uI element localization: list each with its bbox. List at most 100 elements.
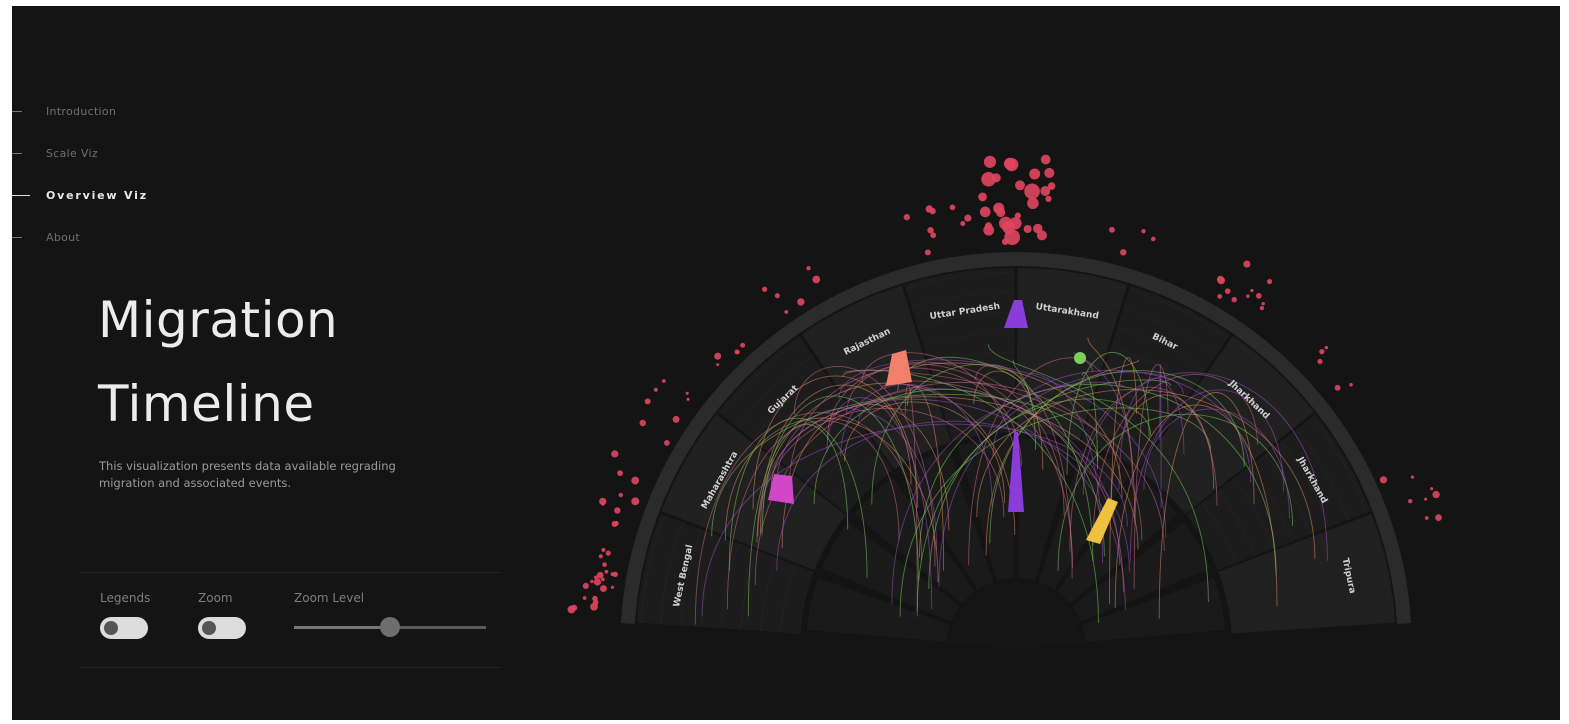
event-marker bbox=[611, 450, 619, 458]
page-description: This visualization presents data availab… bbox=[99, 459, 396, 490]
event-marker bbox=[1430, 487, 1434, 491]
sector-grid-line bbox=[1207, 371, 1280, 440]
side-nav: Introduction Scale Viz Overview Viz Abou… bbox=[12, 90, 148, 258]
migration-flow bbox=[728, 417, 868, 578]
sector-grid-line bbox=[700, 536, 721, 627]
event-marker bbox=[631, 497, 640, 506]
event-marker bbox=[1024, 183, 1040, 200]
region-inner-sector bbox=[1038, 449, 1131, 590]
event-marker bbox=[925, 205, 933, 213]
app-frame: Introduction Scale Viz Overview Viz Abou… bbox=[12, 6, 1560, 720]
sector-grid-line bbox=[1217, 490, 1256, 556]
event-marker bbox=[1009, 217, 1022, 230]
event-marker bbox=[1231, 296, 1237, 303]
sector-grid-line bbox=[720, 543, 740, 629]
event-marker bbox=[1001, 238, 1009, 245]
sector-grid-line bbox=[1123, 308, 1217, 355]
nav-item-label: Scale Viz bbox=[46, 146, 98, 160]
migration-flow bbox=[760, 384, 912, 533]
nav-item-introduction[interactable]: Introduction bbox=[12, 90, 148, 132]
nav-item-scale-viz[interactable]: Scale Viz bbox=[12, 132, 148, 174]
event-marker bbox=[1319, 348, 1325, 355]
event-marker bbox=[1040, 154, 1051, 165]
sector-grid-line bbox=[1017, 271, 1127, 289]
event-marker bbox=[631, 476, 640, 485]
migration-flow bbox=[861, 352, 1019, 493]
migration-radial-visualization[interactable]: West BengalMaharashtraGujaratRajasthanUt… bbox=[12, 6, 1560, 720]
migration-flow bbox=[975, 364, 1073, 579]
sector-grid-line bbox=[1296, 428, 1349, 520]
nav-tick bbox=[12, 236, 22, 238]
sector-grid-line bbox=[683, 428, 736, 520]
sector-grid-line bbox=[837, 346, 922, 388]
event-marker bbox=[1255, 293, 1262, 299]
region-sector bbox=[1218, 513, 1396, 634]
sector-grid-line bbox=[1255, 557, 1272, 631]
event-marker bbox=[903, 214, 910, 221]
migration-flow bbox=[747, 423, 849, 617]
sector-grid-line bbox=[680, 529, 702, 626]
sector-grid-line bbox=[1348, 522, 1372, 625]
sector-grid-line bbox=[815, 437, 871, 490]
migration-flow bbox=[843, 370, 1165, 551]
event-marker bbox=[1040, 186, 1051, 196]
event-marker bbox=[1259, 306, 1265, 311]
event-marker bbox=[1014, 212, 1021, 219]
inner-hub bbox=[950, 582, 1082, 648]
event-marker bbox=[984, 222, 993, 230]
nav-item-overview-viz[interactable]: Overview Viz bbox=[12, 174, 148, 216]
sector-grid-line bbox=[1173, 421, 1233, 477]
event-marker bbox=[582, 596, 587, 600]
event-marker bbox=[590, 579, 594, 584]
sector-grid-line bbox=[664, 416, 720, 513]
migration-flow bbox=[761, 395, 919, 581]
event-marker bbox=[611, 521, 618, 527]
nav-item-label: Overview Viz bbox=[46, 188, 148, 202]
zoom-toggle[interactable] bbox=[198, 617, 246, 639]
migration-flow bbox=[973, 370, 1044, 470]
sector-grid-line bbox=[923, 331, 1015, 347]
nav-item-about[interactable]: About bbox=[12, 216, 148, 258]
sector-grid-line bbox=[1367, 515, 1392, 623]
sector-grid-line bbox=[815, 308, 909, 355]
event-marker bbox=[617, 470, 623, 477]
zoom-level-slider-thumb[interactable] bbox=[380, 617, 400, 637]
event-marker bbox=[740, 342, 746, 348]
migration-flow bbox=[906, 386, 945, 571]
nav-tick bbox=[12, 152, 22, 154]
event-marker bbox=[1224, 288, 1231, 294]
migration-flow bbox=[846, 363, 1074, 569]
legends-toggle[interactable] bbox=[100, 617, 148, 639]
migration-flow bbox=[891, 381, 1125, 605]
event-marker bbox=[664, 440, 670, 446]
sector-grid-line bbox=[752, 371, 825, 440]
migration-flow bbox=[989, 370, 1245, 544]
nav-tick bbox=[12, 110, 22, 112]
sector-grid-line bbox=[1110, 346, 1195, 388]
sector-grid-line bbox=[1265, 453, 1312, 535]
zoom-level-slider[interactable] bbox=[294, 617, 486, 637]
zoom-control: Zoom bbox=[198, 591, 246, 639]
event-marker bbox=[599, 497, 607, 506]
sector-grid-line bbox=[1249, 465, 1293, 542]
event-markers-layer bbox=[567, 154, 1442, 614]
sector-grid-line bbox=[780, 564, 796, 633]
event-marker bbox=[662, 379, 666, 383]
sector-grid-line bbox=[702, 441, 752, 528]
event-marker bbox=[784, 309, 789, 314]
event-marker bbox=[1266, 278, 1273, 285]
migration-flow bbox=[1092, 374, 1258, 546]
event-marker bbox=[672, 415, 680, 423]
legends-control: Legends bbox=[100, 591, 150, 639]
event-marker bbox=[1119, 249, 1127, 256]
migration-flow bbox=[899, 407, 1211, 617]
event-marker bbox=[1435, 514, 1442, 522]
event-marker bbox=[1044, 167, 1055, 178]
accent-salmon-shape bbox=[886, 350, 912, 386]
region-inner-sector bbox=[1072, 522, 1211, 622]
sector-grid-line bbox=[795, 502, 831, 564]
migration-flow bbox=[1133, 364, 1169, 590]
nav-tick bbox=[12, 194, 30, 196]
event-marker bbox=[605, 550, 611, 556]
region-sector bbox=[1186, 414, 1371, 571]
